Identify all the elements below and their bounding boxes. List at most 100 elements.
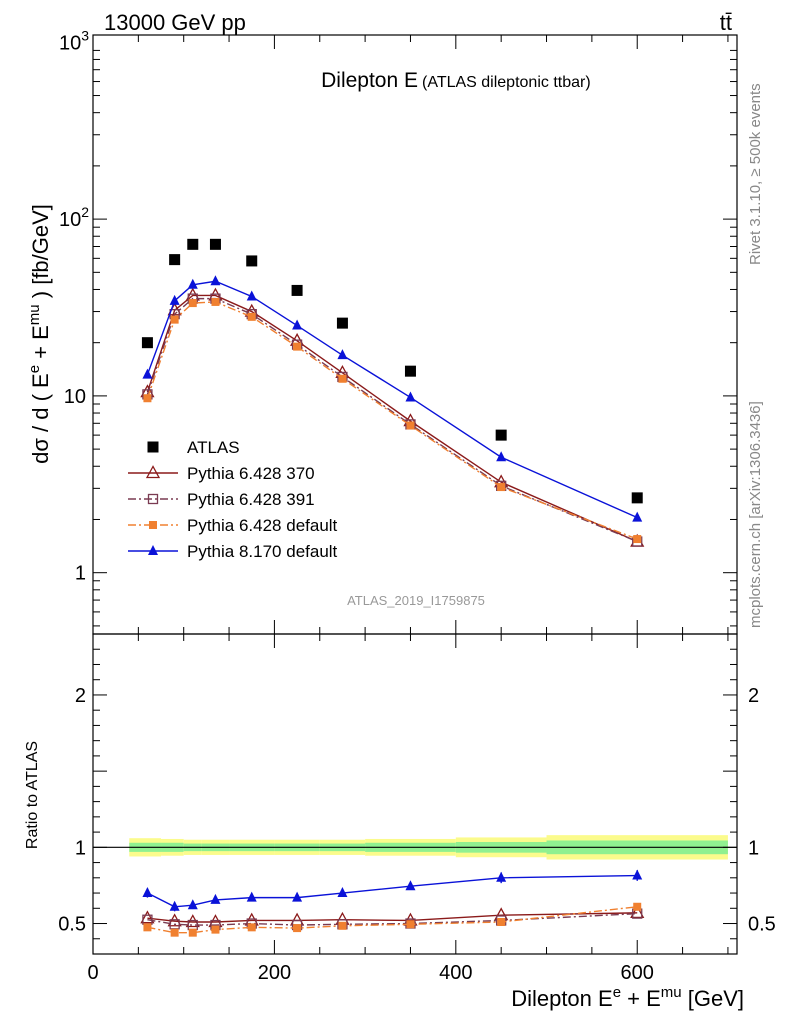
- ratio-point-pythia-6-428-default: [633, 902, 642, 911]
- ratio-point-pythia-6-428-370: [140, 910, 155, 924]
- main-point-pythia-6-428-default: [497, 483, 506, 492]
- ratio-y-tick-label-left: 1: [75, 837, 86, 859]
- main-point-atlas: [187, 238, 199, 250]
- ratio-point-pythia-8-170-default: [169, 900, 180, 911]
- legend-label-atlas: ATLAS: [187, 438, 240, 457]
- main-point-atlas: [291, 284, 303, 296]
- ratio-panel: 0.5 0.5 1 1 2 2 0 200 400 600 Ratio to ATLAS Dile…: [24, 633, 776, 1011]
- legend-marker-pythia-6-428-370: [145, 465, 161, 479]
- ratio-point-pythia-6-428-default: [338, 921, 347, 930]
- main-plot-title: Dilepton E: [321, 69, 418, 92]
- main-axis-ticks: 1 10 102 103: [59, 27, 737, 634]
- ratio-plot-frame: [92, 633, 738, 955]
- ratio-point-pythia-6-428-default: [497, 918, 506, 926]
- main-point-atlas: [404, 365, 416, 377]
- main-point-pythia-8-170-default: [169, 294, 180, 305]
- main-point-pythia-8-170-default: [246, 290, 257, 301]
- legend-label-pythia-6-428-370: Pythia 6.428 370: [187, 464, 315, 483]
- main-point-pythia-6-428-default: [211, 297, 220, 306]
- ratio-y-tick-label-right: 2: [748, 685, 759, 707]
- ratio-y-tick-label-right: 0.5: [748, 914, 776, 936]
- main-point-atlas: [209, 238, 221, 250]
- main-y-axis-label: dσ / d ( Ee + Emu ) [fb/GeV]: [26, 204, 53, 464]
- main-point-pythia-6-428-default: [293, 342, 302, 351]
- main-point-pythia-8-170-default: [187, 278, 198, 289]
- process-label: tt̄: [720, 10, 732, 35]
- main-series-line-pythia-8-170-default: [146, 280, 638, 519]
- main-point-pythia-8-170-default: [142, 368, 153, 379]
- main-point-pythia-6-428-default: [143, 394, 152, 403]
- analysis-id-label: ATLAS_2019_I1759875: [347, 593, 485, 608]
- ratio-axis-ticks: 0.5 0.5 1 1 2 2 0 200 400 600: [58, 633, 776, 984]
- main-point-pythia-8-170-default: [632, 511, 643, 522]
- main-point-pythia-6-428-default: [247, 312, 256, 321]
- ratio-point-pythia-6-428-370: [630, 904, 645, 919]
- ratio-y-axis-label: Ratio to ATLAS: [24, 741, 41, 849]
- ratio-point-pythia-8-170-default: [246, 891, 257, 902]
- main-point-atlas: [141, 337, 153, 349]
- ratio-point-pythia-8-170-default: [632, 869, 643, 880]
- ratio-point-pythia-8-170-default: [405, 880, 416, 891]
- mcplots-label: mcplots.cern.ch [arXiv:1306.3436]: [747, 401, 764, 628]
- ratio-point-pythia-8-170-default: [337, 887, 348, 898]
- ratio-point-pythia-6-428-default: [170, 928, 179, 937]
- ratio-y-tick-label-left: 0.5: [58, 914, 86, 936]
- ratio-point-pythia-6-428-default: [211, 925, 220, 934]
- rivet-version-label: Rivet 3.1.10, ≥ 500k events: [747, 83, 764, 265]
- ratio-point-pythia-8-170-default: [142, 887, 153, 898]
- main-plot-content: [140, 238, 645, 547]
- main-point-pythia-8-170-default: [496, 451, 507, 462]
- x-tick-label: 400: [439, 962, 472, 984]
- ratio-point-pythia-6-428-default: [143, 923, 152, 932]
- ratio-point-pythia-8-170-default: [210, 893, 221, 904]
- legend-marker-pythia-6-428-default: [149, 521, 157, 529]
- main-point-atlas: [246, 255, 258, 267]
- ratio-point-pythia-8-170-default: [292, 891, 303, 902]
- main-point-atlas: [495, 429, 507, 441]
- main-point-pythia-6-428-default: [406, 421, 415, 430]
- ratio-series-line-pythia-6-428-391: [147, 912, 638, 926]
- legend-marker-pythia-8-170-default: [148, 545, 158, 555]
- main-point-pythia-6-428-default: [188, 299, 197, 308]
- ratio-series-line-pythia-6-428-default: [147, 906, 638, 934]
- x-tick-label: 600: [621, 962, 654, 984]
- legend-label-pythia-6-428-391: Pythia 6.428 391: [187, 490, 315, 509]
- main-point-pythia-8-170-default: [292, 319, 303, 330]
- main-y-tick-label: 1: [75, 563, 86, 585]
- main-series-line-pythia-6-428-default: [146, 301, 638, 540]
- main-point-pythia-6-428-default: [633, 535, 642, 544]
- main-series-line-pythia-6-428-391: [146, 297, 638, 543]
- main-point-pythia-6-428-default: [170, 315, 179, 324]
- ratio-point-pythia-6-428-default: [293, 924, 302, 933]
- legend: ATLAS Pythia 6.428 370 Pythia 6.428 391 Pyt…: [128, 438, 338, 561]
- ratio-series-line-pythia-8-170-default: [147, 874, 638, 908]
- ratio-y-tick-label-right: 1: [748, 837, 759, 859]
- main-point-pythia-8-170-default: [405, 391, 416, 402]
- legend-marker-pythia-6-428-391: [147, 493, 159, 505]
- main-y-tick-label: 10: [64, 386, 86, 408]
- ratio-plot-content: [93, 835, 737, 937]
- ratio-point-pythia-8-170-default: [187, 899, 198, 910]
- ratio-y-tick-label-left: 2: [75, 685, 86, 707]
- legend-label-pythia-8-170-default: Pythia 8.170 default: [187, 542, 338, 561]
- main-point-atlas: [336, 317, 348, 329]
- ratio-point-pythia-6-428-default: [247, 923, 256, 932]
- main-panel: 1 10 102 103 Dilepton E (ATLAS dileptonic t…: [26, 27, 738, 635]
- main-point-pythia-8-170-default: [210, 275, 221, 286]
- x-tick-label: 200: [258, 962, 291, 984]
- main-y-tick-label: 102: [59, 204, 89, 231]
- main-point-atlas: [631, 492, 643, 504]
- main-y-tick-label: 103: [59, 27, 89, 54]
- main-series-line-pythia-6-428-370: [146, 294, 638, 543]
- main-point-pythia-6-428-default: [338, 374, 347, 383]
- x-axis-label: Dilepton Ee + Emu [GeV]: [511, 984, 744, 1011]
- legend-marker-atlas: [147, 441, 159, 453]
- ratio-point-pythia-6-428-default: [188, 928, 197, 937]
- main-plot-subtitle: (ATLAS dileptonic ttbar): [422, 74, 591, 91]
- main-point-atlas: [169, 254, 181, 266]
- ratio-series-line-pythia-6-428-370: [147, 912, 638, 923]
- legend-label-pythia-6-428-default: Pythia 6.428 default: [187, 516, 338, 535]
- collision-energy-label: 13000 GeV pp: [104, 10, 246, 35]
- ratio-point-pythia-8-170-default: [496, 871, 507, 882]
